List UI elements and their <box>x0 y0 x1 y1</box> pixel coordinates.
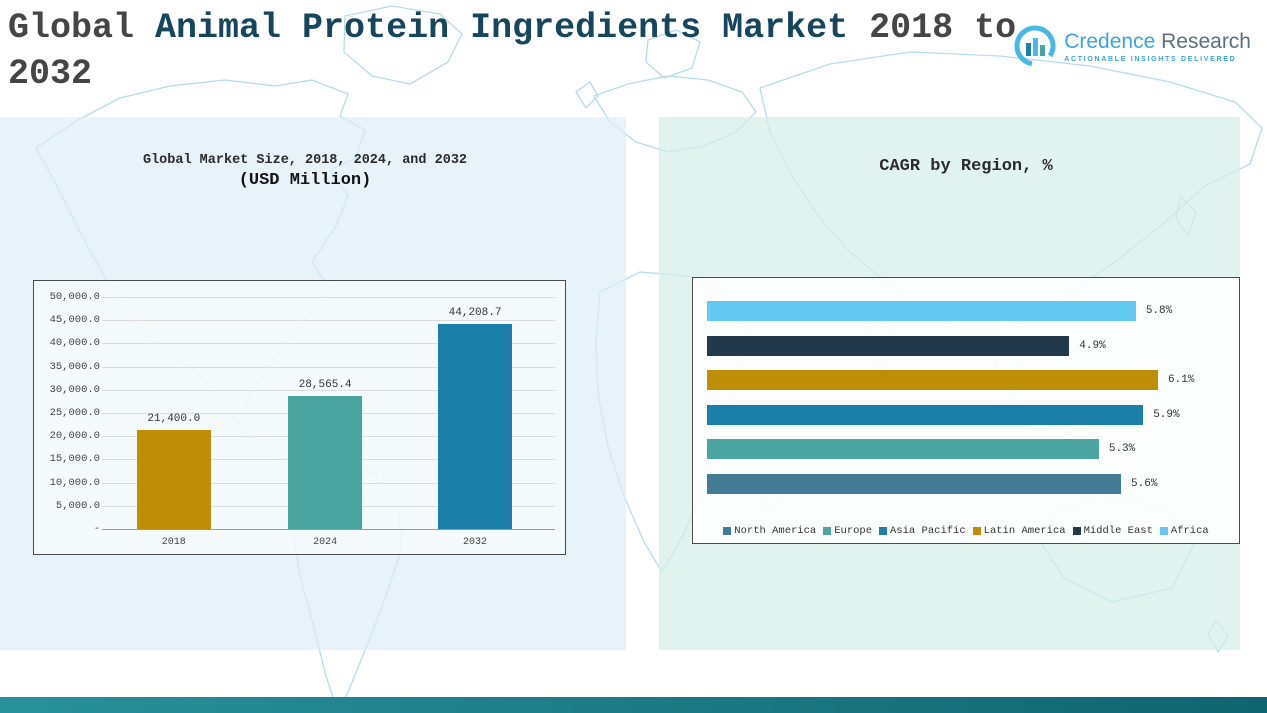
market-size-bar-chart: 50,000.0 45,000.0 40,000.0 35,000.0 30,000.0… <box>33 280 566 555</box>
bar-value-label: 5.8% <box>1145 305 1173 317</box>
bottom-accent-bar <box>0 697 1267 713</box>
legend-swatch <box>1159 527 1168 535</box>
credence-research-logo: Credence Research ACTIONABLE INSIGHTS DE… <box>1013 24 1251 68</box>
y-axis-tick-label: 10,000.0 <box>49 476 100 489</box>
legend-label: Latin America <box>983 525 1066 537</box>
legend: North America Europe Asia Pacific Latin Ame… <box>693 525 1239 537</box>
legend-swatch <box>823 527 832 535</box>
map-uk <box>575 81 599 109</box>
market-size-panel: Global Market Size, 2018, 2024, and 2032… <box>0 117 626 650</box>
header: Global Animal Protein Ingredients Market… <box>0 0 1267 97</box>
legend-label: Middle East <box>1083 525 1153 537</box>
y-axis-tick-label: 30,000.0 <box>49 383 100 396</box>
bar-value-label: 5.3% <box>1108 443 1136 456</box>
cagr-panel: CAGR by Region, % 5.8% 4.9% 6.1% 5.9% 5.3% 5.… <box>659 117 1240 650</box>
map-greenland <box>343 5 463 85</box>
legend-label: Asia Pacific <box>890 525 966 537</box>
x-axis-tick-label: 2032 <box>463 537 488 548</box>
y-axis-tick-label: - <box>93 523 100 535</box>
logo-tagline: ACTIONABLE INSIGHTS DELIVERED <box>1064 55 1237 63</box>
gridline <box>102 297 555 298</box>
legend-item-asia-pacific: Asia Pacific <box>879 525 966 537</box>
y-axis-tick-label: 20,000.0 <box>49 430 100 443</box>
bar-asia-pacific <box>707 404 1144 425</box>
legend-swatch <box>972 527 981 535</box>
gridline <box>102 389 555 391</box>
legend-item-europe: Europe <box>823 525 872 537</box>
bar-value-label: 5.6% <box>1131 478 1158 490</box>
bar-middle-east <box>707 335 1070 356</box>
legend-swatch <box>879 527 888 535</box>
map-scandinavia <box>645 29 701 79</box>
logo-text: Credence Research ACTIONABLE INSIGHTS DE… <box>1064 30 1251 63</box>
y-axis-tick-label: 35,000.0 <box>49 360 100 373</box>
title-accent: Animal Protein Ingredients Market <box>155 8 849 48</box>
y-axis-tick-label: 25,000.0 <box>49 407 100 419</box>
bar-value-label: 6.1% <box>1168 374 1195 387</box>
logo-brand: Credence Research <box>1064 30 1251 54</box>
cagr-bar-chart: 5.8% 4.9% 6.1% 5.9% 5.3% 5.6% North America Eur… <box>692 277 1240 544</box>
x-axis-tick-label: 2018 <box>161 537 186 548</box>
logo-brand-secondary: Research <box>1155 29 1251 53</box>
page-title: Global Animal Protein Ingredients Market… <box>8 6 1068 97</box>
legend-item-middle-east: Middle East <box>1072 525 1153 537</box>
gridline <box>102 320 555 322</box>
bar-value-label: 21,400.0 <box>147 412 201 425</box>
legend-swatch <box>1072 527 1081 535</box>
bar-2024 <box>288 396 363 529</box>
legend-item-africa: Africa <box>1159 525 1209 537</box>
y-axis-tick-label: 45,000.0 <box>49 314 100 327</box>
market-size-chart-title: Global Market Size, 2018, 2024, and 2032 <box>142 153 468 168</box>
bar-value-label: 28,565.4 <box>298 379 352 392</box>
y-axis-tick-label: 15,000.0 <box>49 453 100 466</box>
legend-item-north-america: North America <box>723 525 816 537</box>
title-prefix: Global <box>8 8 156 48</box>
x-axis-tick-label: 2024 <box>313 537 338 548</box>
bar-europe <box>707 439 1099 460</box>
bar-latin-america <box>707 370 1158 391</box>
bar-africa <box>707 301 1136 321</box>
logo-brand-primary: Credence <box>1064 29 1156 53</box>
logo-chart-icon <box>1014 25 1056 67</box>
y-axis-tick-label: 5,000.0 <box>55 499 100 512</box>
legend-swatch <box>723 527 732 535</box>
bar-value-label: 44,208.7 <box>448 306 502 319</box>
legend-label: Africa <box>1170 525 1209 537</box>
y-axis-tick-label: 50,000.0 <box>49 291 100 303</box>
legend-label: Europe <box>834 525 873 537</box>
legend-label: North America <box>734 525 817 537</box>
gridline <box>102 366 555 368</box>
x-axis-line <box>102 529 555 530</box>
bar-value-label: 5.9% <box>1153 408 1180 421</box>
bar-2032 <box>438 323 513 529</box>
bar-2018 <box>136 429 211 529</box>
title-suffix: 2018 to 2032 <box>8 8 1017 94</box>
legend-item-latin-america: Latin America <box>972 525 1066 537</box>
bar-north-america <box>707 474 1122 494</box>
y-axis-tick-label: 40,000.0 <box>49 337 100 350</box>
bar-value-label: 4.9% <box>1079 339 1106 352</box>
market-size-chart-subtitle: (USD Million) <box>238 171 372 190</box>
gridline <box>102 343 555 345</box>
cagr-chart-title: CAGR by Region, % <box>879 157 1053 176</box>
